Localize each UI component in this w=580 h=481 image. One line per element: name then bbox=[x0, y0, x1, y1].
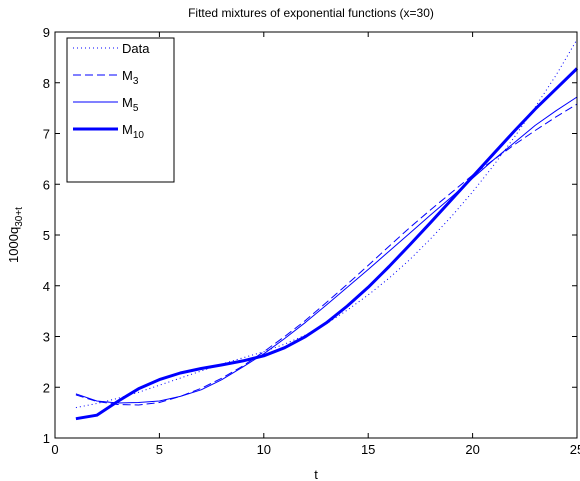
x-tick-label: 0 bbox=[51, 442, 58, 457]
x-tick-label: 10 bbox=[257, 442, 271, 457]
series-line-1 bbox=[75, 103, 578, 406]
x-tick-label: 25 bbox=[570, 442, 580, 457]
legend-label-base: M bbox=[122, 122, 133, 137]
legend-label-sub: 3 bbox=[133, 76, 139, 87]
legend-label-0: Data bbox=[122, 41, 150, 56]
x-axis-label: t bbox=[314, 467, 318, 481]
legend-label-sub: 5 bbox=[133, 103, 139, 114]
y-tick-label: 7 bbox=[43, 127, 50, 142]
tick-layer: 0 5 10 15 20 25 1 2 3 4 5 6 7 8 9 bbox=[43, 25, 580, 457]
y-tick-label: 4 bbox=[43, 279, 50, 294]
y-tick-label: 9 bbox=[43, 25, 50, 40]
series-line-3 bbox=[75, 67, 579, 421]
legend-label-2: M5 bbox=[122, 95, 139, 114]
chart-title: Fitted mixtures of exponential functions… bbox=[188, 6, 434, 20]
y-tick-label: 3 bbox=[43, 330, 50, 345]
legend-label-1: M3 bbox=[122, 68, 139, 87]
series-layer bbox=[75, 39, 579, 421]
y-tick-label: 8 bbox=[43, 76, 50, 91]
x-tick-label: 20 bbox=[465, 442, 479, 457]
y-tick-label: 6 bbox=[43, 177, 50, 192]
y-tick-label: 5 bbox=[43, 228, 50, 243]
y-axis-label-sub: 30+t bbox=[14, 207, 25, 227]
x-tick-label: 15 bbox=[361, 442, 375, 457]
legend-label-base: M bbox=[122, 95, 133, 110]
legend-label-3: M10 bbox=[122, 122, 144, 141]
y-tick-label: 2 bbox=[43, 380, 50, 395]
x-tick-label: 5 bbox=[156, 442, 163, 457]
y-tick-label: 1 bbox=[43, 431, 50, 446]
legend-label-sub: 10 bbox=[133, 130, 145, 141]
legend-box bbox=[66, 37, 175, 183]
y-axis-label-base: 1000q bbox=[6, 227, 21, 263]
series-line-2 bbox=[75, 96, 578, 404]
legend-label-base: M bbox=[122, 68, 133, 83]
legend-label-base: Data bbox=[122, 41, 150, 56]
y-axis-label: 1000q30+t bbox=[6, 207, 25, 263]
